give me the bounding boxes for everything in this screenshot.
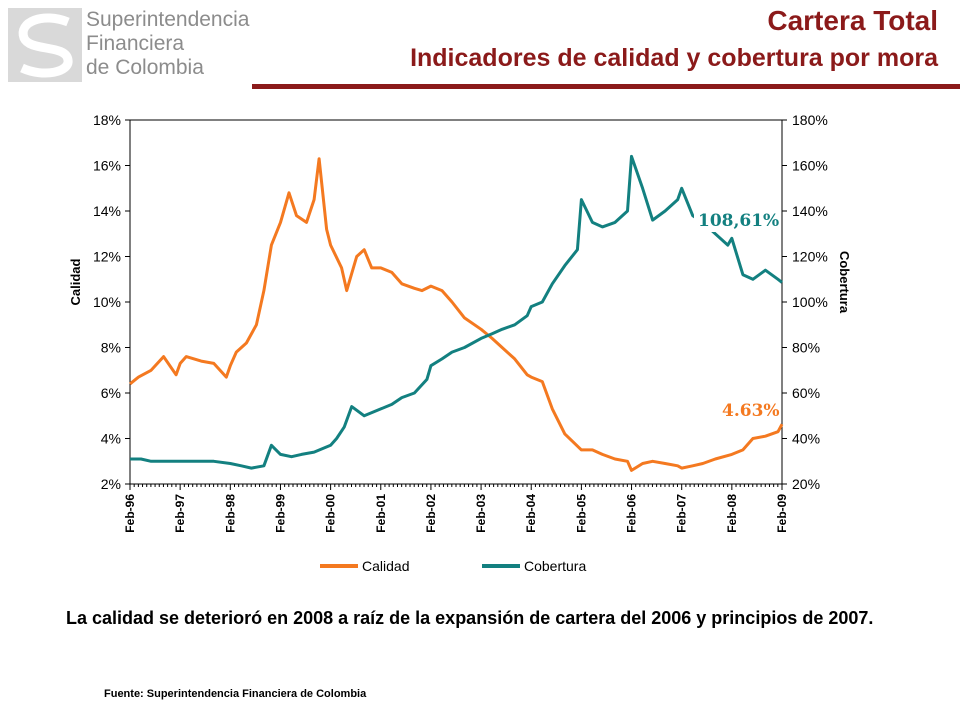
page-title: Cartera Total: [767, 5, 938, 36]
x-tick-label: Feb-03: [474, 494, 488, 533]
x-tick-label: Feb-07: [675, 494, 689, 533]
logo-s-shape: [18, 13, 73, 78]
legend-label-cobertura: Cobertura: [524, 558, 586, 574]
y-left-tick-label: 18%: [93, 112, 121, 128]
x-tick-label: Feb-09: [775, 494, 789, 533]
annotation-label: 4.63%: [722, 401, 780, 421]
x-tick-label: Feb-99: [273, 494, 287, 533]
y-left-tick-label: 10%: [93, 294, 121, 310]
y-left-tick-label: 2%: [101, 476, 121, 492]
y-right-tick-label: 160%: [792, 158, 828, 174]
y-right-tick-label: 60%: [792, 385, 820, 401]
x-tick-label: Feb-01: [374, 494, 388, 533]
x-tick-label: Feb-00: [324, 494, 338, 533]
source-text: Fuente: Superintendencia Financiera de C…: [104, 688, 367, 700]
y-left-tick-label: 6%: [101, 385, 121, 401]
y-right-tick-label: 40%: [792, 431, 820, 447]
superintendencia-logo: [8, 8, 82, 82]
y-right-tick-label: 20%: [792, 476, 820, 492]
logo-line-1: Superintendencia: [86, 8, 250, 31]
x-tick-label: Feb-08: [725, 494, 739, 533]
y-right-tick-label: 180%: [792, 112, 828, 128]
annotation-background: [694, 209, 772, 232]
y-right-axis-title: Cobertura: [837, 251, 852, 314]
y-right-tick-label: 100%: [792, 294, 828, 310]
x-tick-label: Feb-98: [223, 494, 237, 533]
y-left-axis-title: Calidad: [68, 258, 83, 305]
plot-area-frame: [129, 119, 783, 485]
header-divider: [252, 84, 960, 89]
logo-line-3: de Colombia: [86, 56, 204, 79]
annotation-label: 108,61%: [698, 211, 779, 231]
y-left-tick-label: 14%: [93, 203, 121, 219]
legend-label-calidad: Calidad: [362, 558, 409, 574]
y-right-tick-label: 120%: [792, 249, 828, 265]
y-right-tick-label: 140%: [792, 203, 828, 219]
logo-line-2: Financiera: [86, 32, 185, 55]
x-tick-label: Feb-96: [123, 494, 137, 533]
comment-text: La calidad se deterioró en 2008 a raíz d…: [66, 608, 874, 628]
x-tick-label: Feb-97: [173, 494, 187, 533]
series-line-calidad: [129, 157, 784, 472]
series-line-cobertura: [130, 154, 783, 470]
annotation-background: [718, 399, 776, 422]
x-tick-label: Feb-04: [524, 494, 538, 533]
logo-text: Superintendencia Financiera de Colombia: [86, 8, 249, 80]
x-tick-label: Feb-06: [625, 494, 639, 533]
y-left-tick-label: 8%: [101, 340, 121, 356]
x-tick-label: Feb-02: [424, 494, 438, 533]
line-chart: 2% 4% 6% 8% 10% 12% 14% 16% 18% 20% 40% 60% 80% 100% 1…: [68, 112, 852, 574]
y-right-tick-label: 80%: [792, 340, 820, 356]
page-subtitle: Indicadores de calidad y cobertura por m…: [410, 44, 938, 72]
x-tick-label: Feb-05: [574, 494, 588, 533]
y-left-tick-label: 12%: [93, 249, 121, 265]
y-left-tick-label: 4%: [101, 431, 121, 447]
y-left-tick-label: 16%: [93, 158, 121, 174]
